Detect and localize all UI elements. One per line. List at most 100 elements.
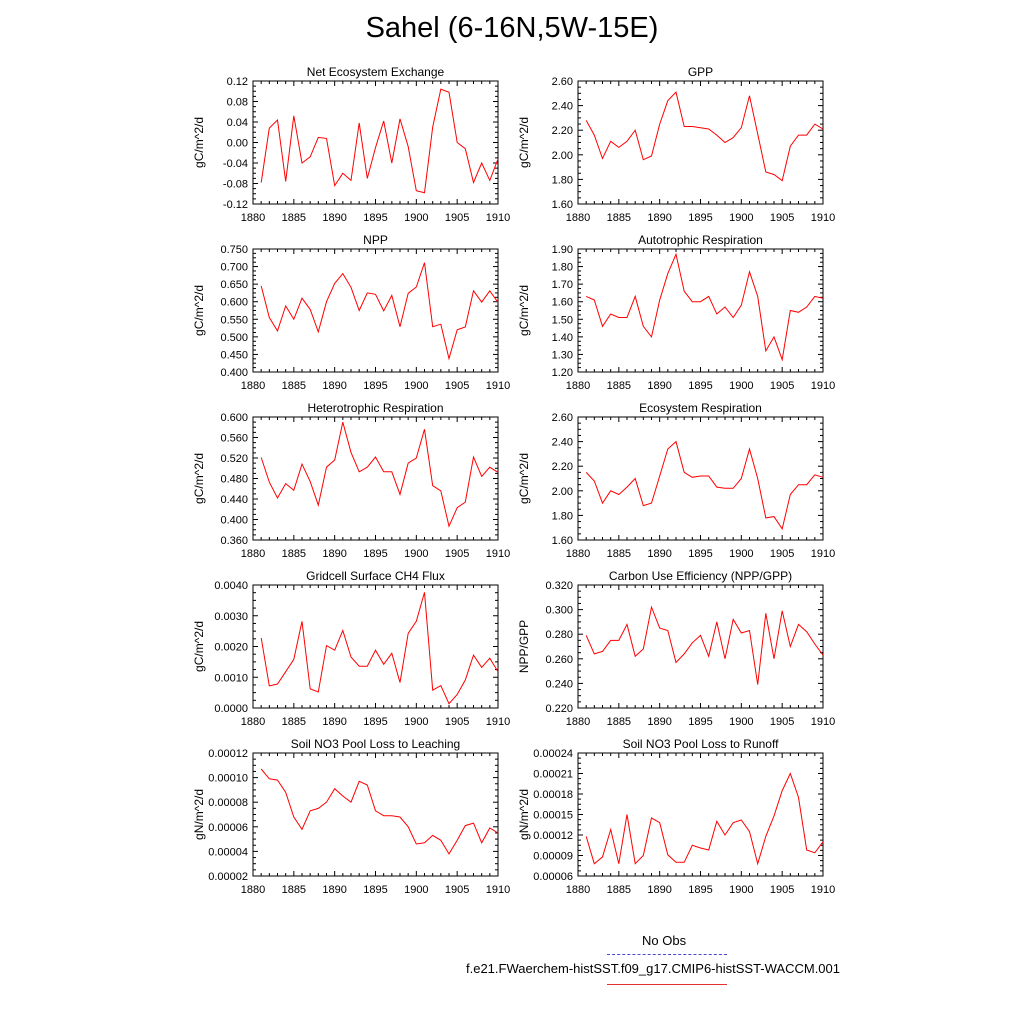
y-tick-label: 0.750 [220,244,248,256]
x-tick-label: 1890 [647,884,671,896]
x-tick-label: 1910 [811,548,835,560]
series-line [260,592,499,705]
y-tick-label: 2.60 [552,76,573,88]
x-tick-label: 1890 [647,548,671,560]
y-tick-label: 0.600 [220,412,248,424]
y-tick-label: 1.40 [552,332,573,344]
panel-title: Carbon Use Efficiency (NPP/GPP) [609,569,792,583]
x-tick-label: 1905 [445,212,469,224]
x-tick-label: 1890 [322,212,346,224]
y-tick-label: -0.12 [223,199,248,211]
panel-title: Soil NO3 Pool Loss to Runoff [623,737,780,751]
y-tick-label: 0.650 [220,279,248,291]
x-tick-label: 1885 [607,212,631,224]
x-tick-label: 1900 [404,212,428,224]
y-tick-label: 0.08 [227,97,248,109]
panel-1: GPP gC/m^2/d 1880 1885 1890 1895 1900 1905 1910 1… [517,65,835,224]
y-tick-label: 0.700 [220,262,248,274]
y-tick-label: 0.440 [220,494,248,506]
panel-title: Gridcell Surface CH4 Flux [306,569,445,583]
series-line [260,262,499,361]
y-tick-label: 0.280 [545,629,573,641]
y-tick-label: 0.260 [545,654,573,666]
panel-4: Heterotrophic Respiration gC/m^2/d 1880 188… [192,401,510,560]
y-tick-label: 0.00002 [208,871,248,883]
y-axis-label: gN/m^2/d [192,789,206,840]
y-tick-label: 0.240 [545,678,573,690]
x-tick-label: 1885 [282,212,306,224]
y-tick-label: 1.90 [552,244,573,256]
y-tick-label: 0.360 [220,535,248,547]
y-axis-label: gC/m^2/d [517,285,531,336]
y-tick-label: 0.00018 [533,789,573,801]
series-line [260,768,499,855]
x-tick-label: 1900 [729,884,753,896]
y-tick-label: 0.560 [220,433,248,445]
y-tick-label: 2.00 [552,486,573,498]
x-tick-label: 1880 [241,884,265,896]
panel-2: NPP gC/m^2/d 1880 1885 1890 1895 1900 1905 1910 0… [192,233,510,392]
y-tick-label: 0.0040 [214,580,248,592]
x-tick-label: 1885 [282,716,306,728]
y-tick-label: 0.00010 [208,773,248,785]
x-tick-label: 1895 [363,716,387,728]
panel-title: Net Ecosystem Exchange [307,65,445,79]
y-tick-label: 0.00008 [208,797,248,809]
y-tick-label: 0.00012 [533,830,573,842]
y-tick-label: 0.00 [227,138,248,150]
x-tick-label: 1880 [566,548,590,560]
panel-0: Net Ecosystem Exchange gC/m^2/d 1880 1885 18… [192,65,510,224]
x-tick-label: 1910 [811,380,835,392]
x-tick-label: 1905 [445,884,469,896]
y-tick-label: 0.00006 [533,871,573,883]
x-tick-label: 1885 [607,884,631,896]
y-tick-label: 1.70 [552,279,573,291]
series-line [585,440,824,531]
panel-title: Soil NO3 Pool Loss to Leaching [291,737,460,751]
y-tick-label: 0.00004 [208,846,248,858]
x-tick-label: 1895 [363,380,387,392]
y-axis-label: gC/m^2/d [517,117,531,168]
x-tick-label: 1905 [770,884,794,896]
series-line [585,252,824,362]
legend-obs-label: No Obs [642,933,687,948]
x-tick-label: 1900 [729,548,753,560]
x-tick-label: 1890 [322,884,346,896]
x-tick-label: 1890 [647,380,671,392]
x-tick-label: 1880 [241,548,265,560]
x-tick-label: 1895 [363,548,387,560]
y-tick-label: 0.00009 [533,851,573,863]
series-line [585,605,824,685]
y-tick-label: 0.400 [220,515,248,527]
y-tick-label: 0.0030 [214,611,248,623]
x-tick-label: 1910 [811,212,835,224]
x-tick-label: 1895 [363,212,387,224]
series-line [585,772,824,866]
series-line [260,88,499,194]
plot-frame [252,584,499,709]
x-tick-label: 1900 [404,548,428,560]
x-tick-label: 1880 [566,212,590,224]
x-tick-label: 1880 [566,380,590,392]
y-tick-label: -0.04 [223,158,248,170]
x-tick-label: 1880 [566,716,590,728]
x-tick-label: 1890 [322,716,346,728]
y-tick-label: 1.50 [552,314,573,326]
x-tick-label: 1890 [647,212,671,224]
x-tick-label: 1885 [282,548,306,560]
x-tick-label: 1900 [729,212,753,224]
x-tick-label: 1905 [445,380,469,392]
y-tick-label: 0.00015 [533,810,573,822]
y-tick-label: -0.08 [223,179,248,191]
x-tick-label: 1895 [688,884,712,896]
plot-frame [252,416,499,541]
x-tick-label: 1885 [607,716,631,728]
y-tick-label: 1.30 [552,349,573,361]
page-title: Sahel (6-16N,5W-15E) [365,12,659,44]
panel-3: Autotrophic Respiration gC/m^2/d 1880 1885 1… [517,233,835,392]
panel-8: Soil NO3 Pool Loss to Leaching gN/m^2/d 18… [192,737,510,896]
y-tick-label: 0.00021 [533,769,573,781]
x-tick-label: 1895 [688,716,712,728]
y-tick-label: 0.400 [220,367,248,379]
series-line [585,91,824,182]
